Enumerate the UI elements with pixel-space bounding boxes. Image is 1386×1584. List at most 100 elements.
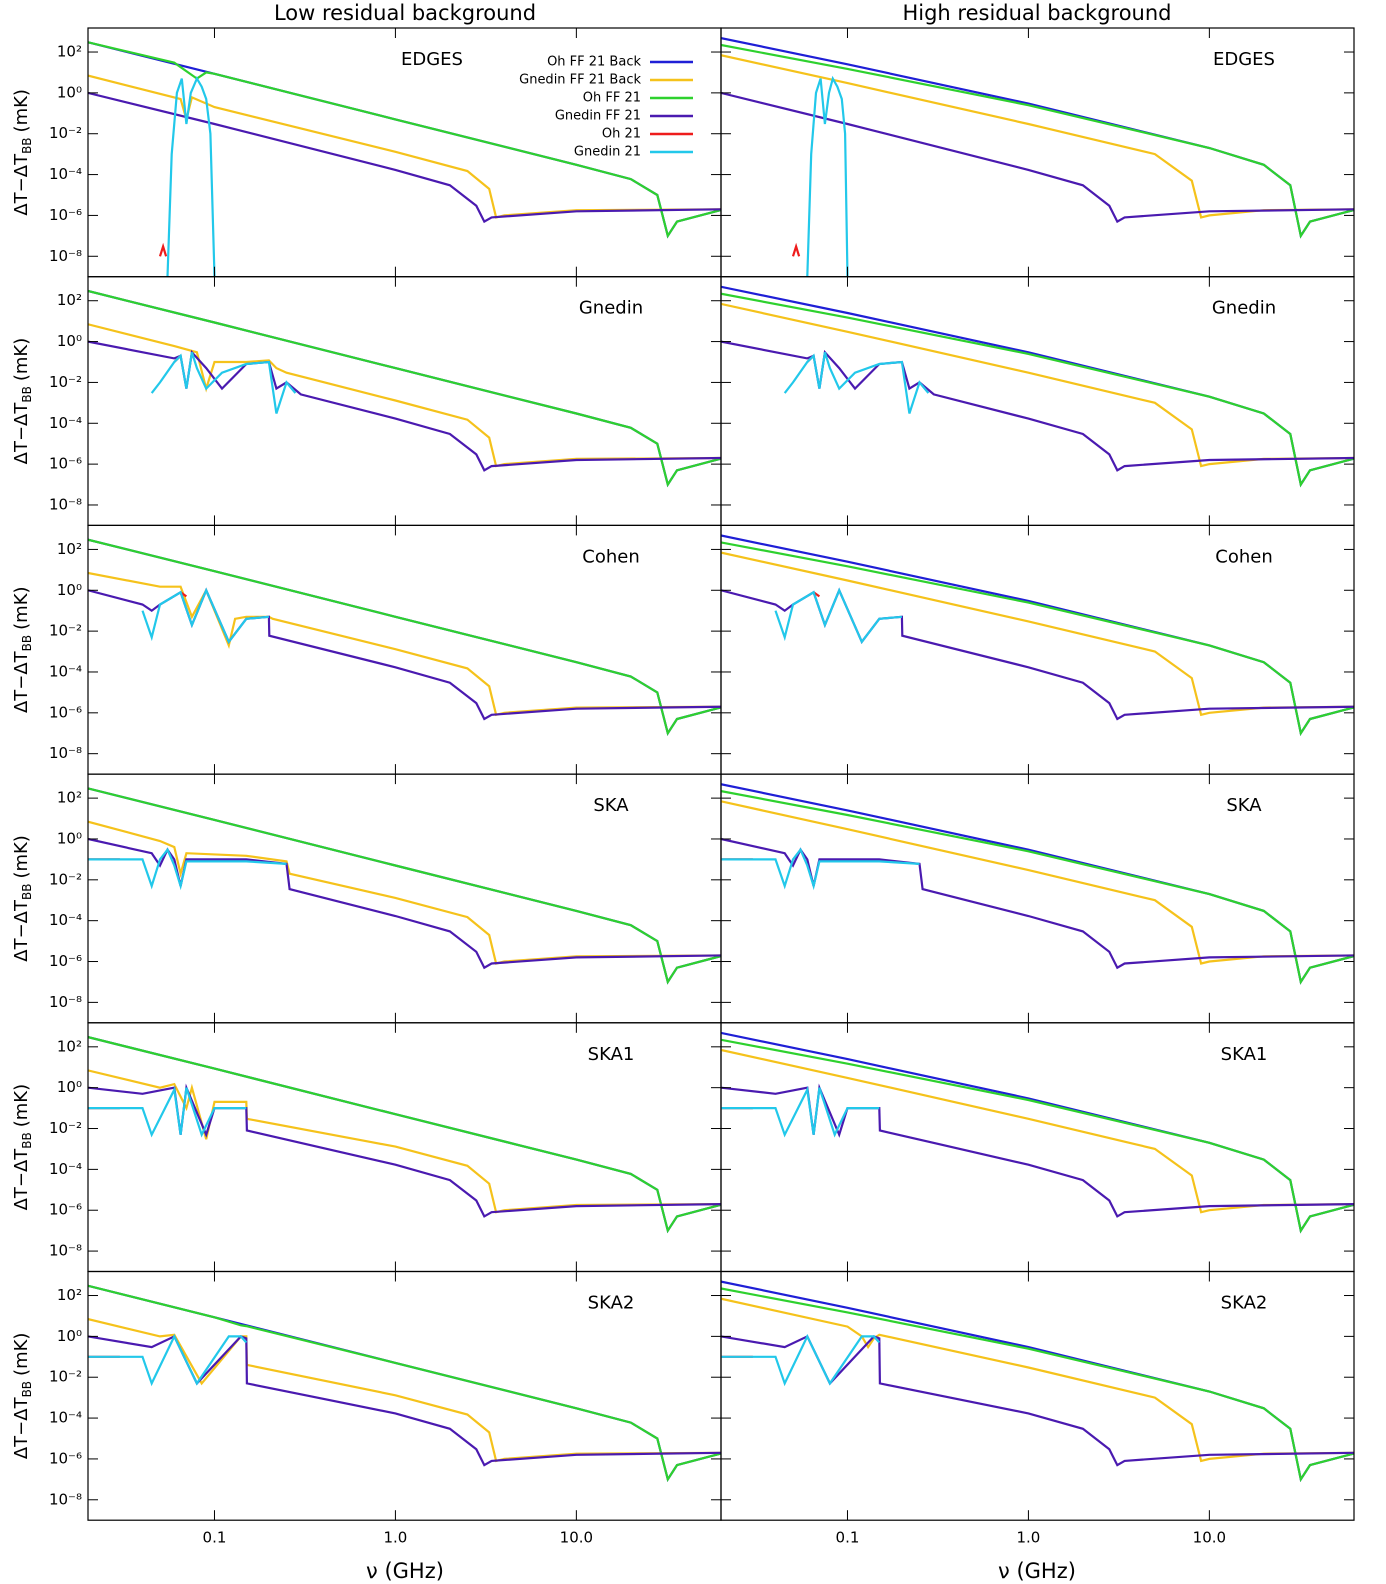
series-line [88, 1284, 721, 1483]
series-line [88, 787, 721, 985]
y-tick-label: 10⁻⁸ [49, 1242, 82, 1260]
series-line [721, 1287, 1354, 1483]
y-tick-label: 10⁻⁶ [49, 952, 82, 970]
y-tick-label: 10² [57, 43, 82, 61]
y-tick-label: 10⁰ [57, 581, 82, 599]
series-line [721, 1086, 880, 1138]
panel: EDGES [720, 27, 1355, 278]
y-axis-label: ΔT−ΔTBB (mK) [11, 1333, 34, 1460]
panel: 10⁻⁸ 10⁻⁶ 10⁻⁴ 10⁻² 10⁰ 10² Gnedin ΔT−ΔTBB (mK) [11, 276, 722, 527]
series-line [88, 1333, 248, 1387]
panel-label: Gnedin [1212, 298, 1276, 319]
y-tick-label: 10⁰ [57, 1327, 82, 1345]
y-axis-label-part: (mK) [11, 1084, 32, 1127]
series-line [88, 538, 721, 736]
series-line [88, 1036, 721, 1234]
panel-label: SKA2 [588, 1293, 635, 1314]
series-group [88, 289, 721, 488]
y-axis-label-part: ΔT−ΔT [11, 899, 32, 962]
series-line [88, 1086, 247, 1138]
series-line [721, 837, 1354, 970]
series-line [806, 75, 849, 277]
y-axis-label-part: BB [20, 137, 34, 153]
y-tick-label: 10⁻⁶ [49, 1201, 82, 1219]
x-axis-label: ν (GHz) [998, 1559, 1076, 1583]
y-tick-label: 10⁻² [49, 373, 82, 391]
y-tick-label: 10⁻² [49, 1368, 82, 1386]
y-tick-label: 10⁰ [57, 83, 82, 101]
series-line [88, 289, 721, 488]
x-tick-label: 1.0 [1016, 1529, 1040, 1547]
y-tick-label: 10⁻⁸ [49, 1490, 82, 1508]
legend-label: Oh 21 [602, 127, 641, 142]
y-axis-label: ΔT−ΔTBB (mK) [11, 338, 34, 465]
y-tick-label: 10⁻⁴ [49, 414, 82, 432]
y-tick-label: 10⁰ [57, 829, 82, 847]
panel-label: EDGES [1213, 49, 1275, 70]
y-tick-label: 10⁻⁸ [49, 993, 82, 1011]
series-line [721, 790, 1354, 985]
series-group [88, 538, 721, 736]
series-line [88, 340, 721, 472]
legend-label: Gnedin FF 21 Back [519, 73, 641, 88]
x-tick-label: 10.0 [1193, 1529, 1226, 1547]
series-line [721, 587, 1354, 721]
y-tick-label: 10⁻⁴ [49, 1409, 82, 1427]
y-axis-label-part: BB [20, 1381, 34, 1397]
series-line [721, 1038, 1354, 1234]
series-line [88, 323, 721, 468]
y-tick-label: 10⁻² [49, 870, 82, 888]
y-axis-label-part: (mK) [11, 586, 32, 629]
x-tick-label: 0.1 [203, 1529, 227, 1547]
y-axis-label-part: BB [20, 1132, 34, 1148]
series-line [88, 1284, 721, 1483]
series-line [88, 820, 721, 965]
y-axis-label-part: (mK) [11, 835, 32, 878]
y-tick-label: 10⁻⁶ [49, 455, 82, 473]
panel: 10⁻⁸ 10⁻⁶ 10⁻⁴ 10⁻² 10⁰ 10² 0.1 1.0 10.0 SKA2 ΔT−Δ… [11, 1270, 722, 1547]
series-line [166, 76, 216, 277]
y-axis-label-part: ΔT−ΔT [11, 402, 32, 465]
series-line [721, 541, 1354, 737]
series-line [141, 587, 269, 644]
series-line [721, 551, 1354, 717]
x-axis-label: ν (GHz) [366, 1559, 444, 1583]
series-line [774, 587, 902, 644]
panel-label: SKA [1226, 795, 1262, 816]
y-axis-label-part: (mK) [11, 89, 32, 132]
panel: SKA [720, 773, 1355, 1024]
panel-label: Cohen [1215, 546, 1272, 567]
series-line [88, 837, 721, 970]
panel: SKA1 [720, 1022, 1355, 1273]
y-axis-label-part: ΔT−ΔT [11, 1396, 32, 1459]
y-axis-label-part: (mK) [11, 338, 32, 381]
y-axis-label: ΔT−ΔTBB (mK) [11, 835, 34, 962]
series-line [88, 41, 721, 239]
y-axis-label: ΔT−ΔTBB (mK) [11, 586, 34, 713]
panel: 10⁻⁸ 10⁻⁶ 10⁻⁴ 10⁻² 10⁰ 10² SKA ΔT−ΔTBB (mK) [11, 773, 722, 1024]
column-title: High residual background [902, 1, 1171, 25]
series-line [88, 787, 721, 985]
y-tick-label: 10² [57, 1286, 82, 1304]
x-tick-label: 1.0 [383, 1529, 407, 1547]
panel-label: SKA1 [588, 1044, 635, 1065]
panel-label: SKA [593, 795, 629, 816]
series-line [721, 1297, 1354, 1463]
panel-label: EDGES [401, 49, 463, 70]
series-group [721, 37, 1354, 277]
y-axis-label-part: BB [20, 635, 34, 651]
series-group [721, 1031, 1354, 1234]
panel-label: Gnedin [579, 298, 643, 319]
series-line [791, 242, 801, 257]
y-tick-label: 10⁻⁴ [49, 911, 82, 929]
y-tick-label: 10⁻⁴ [49, 662, 82, 680]
series-line [721, 1333, 881, 1387]
y-tick-label: 10⁻⁶ [49, 703, 82, 721]
series-line [88, 1318, 721, 1463]
y-tick-label: 10⁻⁴ [49, 165, 82, 183]
y-tick-label: 10⁻² [49, 1119, 82, 1137]
series-group [88, 787, 721, 985]
series-group [721, 534, 1354, 737]
series-line [721, 43, 1354, 239]
y-tick-label: 10⁻⁸ [49, 495, 82, 513]
